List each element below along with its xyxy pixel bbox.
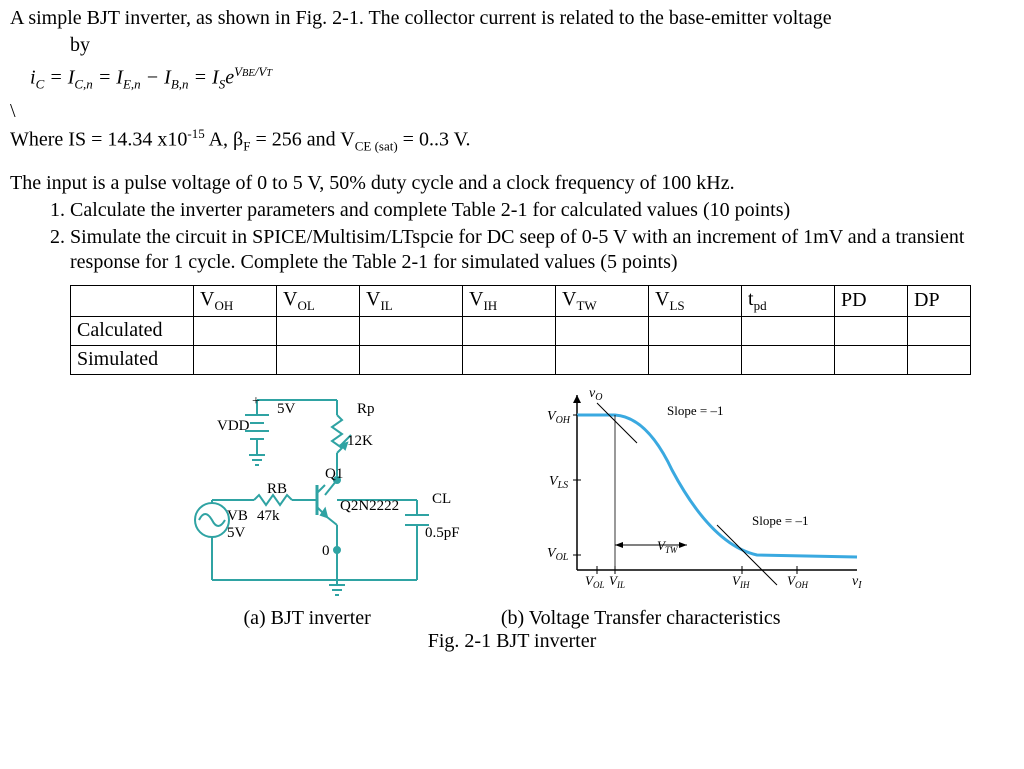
table-header-cell: tpd (742, 285, 835, 316)
circuit-diagram: VDD 5V + Rp 12K Q1 Q2N2222 RB 47k VB 5V … (157, 385, 497, 605)
table-row-label: Calculated (71, 316, 194, 345)
params-table: VOHVOLVILVIHVTWVLStpdPDDP Calculated Sim… (70, 285, 971, 375)
q2-text: Simulate the circuit in SPICE/Multisim/L… (70, 226, 964, 273)
table-cell (463, 345, 556, 374)
vol-x-label: VOL (585, 573, 604, 590)
voh-y-label: VOH (547, 409, 571, 426)
eq-e: e (225, 67, 234, 89)
slope1-label: Slope = –1 (667, 403, 723, 418)
intro-text-2: by (70, 34, 90, 56)
table-header-cell: VTW (556, 285, 649, 316)
eq-minus: − I (146, 67, 171, 89)
intro-line-1: A simple BJT inverter, as shown in Fig. … (10, 6, 1014, 31)
question-list: Calculate the inverter parameters and co… (50, 198, 1014, 275)
table-header-cell: VOH (194, 285, 277, 316)
table-cell (463, 316, 556, 345)
vi-label: vI (852, 574, 862, 591)
table-row: Calculated (71, 316, 971, 345)
where-2: A, β (205, 129, 244, 151)
table-cell (556, 345, 649, 374)
q1-text: Calculate the inverter parameters and co… (70, 199, 790, 221)
caption-b: (b) Voltage Transfer characteristics (501, 607, 781, 630)
intro-line-2: by (10, 33, 1014, 58)
figmain-text: Fig. 2-1 BJT inverter (428, 630, 597, 652)
rp-label: Rp (357, 401, 375, 417)
plus-label: + (252, 394, 260, 409)
eq-ic-sub: C (36, 77, 45, 92)
table-header-cell (71, 285, 194, 316)
table-header-cell: VLS (649, 285, 742, 316)
figure-captions: (a) BJT inverter (b) Voltage Transfer ch… (10, 607, 1014, 630)
table-cell (360, 316, 463, 345)
where-3: = 256 and V (250, 129, 354, 151)
table-header-cell: VOL (277, 285, 360, 316)
table-header-cell: PD (835, 285, 908, 316)
table-cell (908, 316, 971, 345)
c05-label: 0.5pF (425, 525, 460, 541)
vohx-label: VOH (787, 573, 808, 590)
where-line: Where IS = 14.34 x10-15 A, βF = 256 and … (10, 126, 1014, 155)
vdd-label: VDD (217, 418, 250, 434)
table-cell (194, 316, 277, 345)
table-cell (277, 316, 360, 345)
table-cell (360, 345, 463, 374)
vil-x-label: VIL (609, 573, 625, 590)
backslash: \ (10, 99, 1014, 124)
eq-eq3: = I (194, 67, 219, 89)
table-cell (835, 316, 908, 345)
intro-text-1: A simple BJT inverter, as shown in Fig. … (10, 7, 832, 29)
q2-label: Q2N2222 (340, 498, 399, 514)
table-cell (742, 345, 835, 374)
table-cell (277, 345, 360, 374)
table-row-label: Simulated (71, 345, 194, 374)
caption-a: (a) BJT inverter (243, 607, 370, 630)
vol-y-label: VOL (547, 546, 569, 563)
q1-label: Q1 (325, 466, 343, 482)
table-header-cell: VIH (463, 285, 556, 316)
5v-label: 5V (277, 401, 296, 417)
input-text: The input is a pulse voltage of 0 to 5 V… (10, 172, 735, 194)
table-cell (908, 345, 971, 374)
where-4: = 0..3 V. (398, 129, 471, 151)
where-exp: -15 (187, 126, 204, 141)
eq-eq2: = I (98, 67, 123, 89)
vo-label: vO (589, 386, 602, 403)
rb-label: RB (267, 481, 287, 497)
vls-label: VLS (549, 474, 568, 491)
eq-exp: VBE/VT (234, 64, 272, 79)
vtc-chart: vO VOH VLS VOL VOL VIL VIH VOH vI VTW Sl… (537, 385, 867, 595)
table-cell (649, 345, 742, 374)
table-header-cell: DP (908, 285, 971, 316)
vih-x-label: VIH (732, 573, 750, 590)
table-row: Simulated (71, 345, 971, 374)
table-cell (556, 316, 649, 345)
vb5-label: 5V (227, 525, 246, 541)
cl-label: CL (432, 491, 451, 507)
r47k-label: 47k (257, 508, 280, 524)
table-header-cell: VIL (360, 285, 463, 316)
table-cell (835, 345, 908, 374)
eq-eq1: = I (49, 67, 74, 89)
where-1: Where IS = 14.34 x10 (10, 129, 187, 151)
vb-label: VB (227, 508, 248, 524)
figure-row: VDD 5V + Rp 12K Q1 Q2N2222 RB 47k VB 5V … (10, 385, 1014, 605)
input-line: The input is a pulse voltage of 0 to 5 V… (10, 171, 1014, 196)
eq-cn: C,n (74, 77, 92, 92)
table-cell (742, 316, 835, 345)
table-cell (649, 316, 742, 345)
zero-label: 0 (322, 543, 330, 559)
eq-en: E,n (123, 77, 141, 92)
equation: iC = IC,n = IE,n − IB,n = ISeVBE/VT (10, 64, 1014, 93)
vtw-label: VTW (657, 538, 679, 555)
table-header-row: VOHVOLVILVIHVTWVLStpdPDDP (71, 285, 971, 316)
figure-main-caption: Fig. 2-1 BJT inverter (10, 630, 1014, 653)
r12k-label: 12K (347, 433, 373, 449)
question-1: Calculate the inverter parameters and co… (70, 198, 1014, 223)
where-sub2: CE (sat) (355, 139, 398, 154)
slope2-label: Slope = –1 (752, 513, 808, 528)
question-2: Simulate the circuit in SPICE/Multisim/L… (70, 225, 1014, 275)
eq-bn: B,n (171, 77, 189, 92)
table-cell (194, 345, 277, 374)
